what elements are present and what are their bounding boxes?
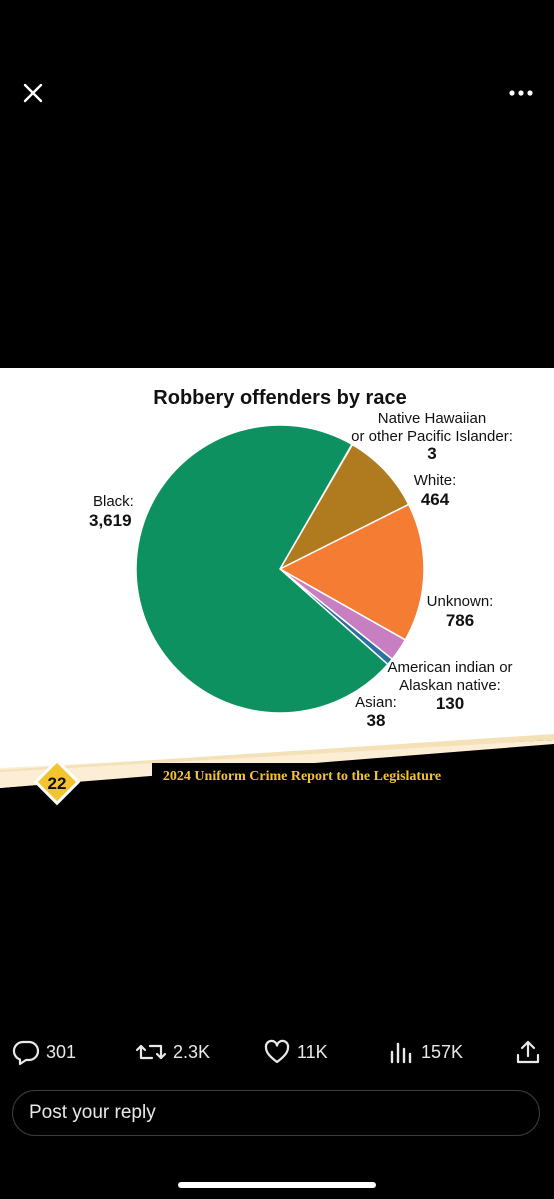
share-button[interactable] (514, 1030, 542, 1074)
label-asian-name: Asian: (355, 694, 397, 711)
label-american-indian-value: 130 (436, 694, 464, 713)
reply-count: 301 (46, 1041, 77, 1062)
heart-icon (264, 1039, 290, 1064)
close-icon (23, 83, 43, 103)
reply-input[interactable]: Post your reply (12, 1090, 540, 1136)
label-asian: Asian: 38 (355, 694, 397, 730)
label-white: White: 464 (414, 472, 457, 509)
label-white-value: 464 (421, 490, 450, 509)
pie-slices (135, 424, 425, 714)
label-native-hawaiian: Native Hawaiian or other Pacific Islande… (351, 410, 513, 463)
views-button[interactable]: 157K (389, 1030, 463, 1074)
label-american-indian-line1: American indian or (387, 659, 512, 676)
label-american-indian-line2: Alaskan native: (399, 677, 501, 694)
like-button[interactable]: 11K (263, 1030, 328, 1074)
pie-chart: Robbery offenders by race Black: 3,619 N… (0, 387, 554, 829)
label-native-hawaiian-value: 3 (427, 444, 436, 463)
label-white-name: White: (414, 472, 457, 489)
analytics-icon (390, 1042, 412, 1064)
pie-slice-2 (278, 503, 425, 641)
label-black-value: 3,619 (89, 511, 132, 530)
label-black-name: Black: (93, 493, 134, 510)
page-number-badge (33, 758, 81, 806)
like-count: 11K (297, 1041, 328, 1062)
label-american-indian: American indian or Alaskan native: 130 (387, 659, 512, 713)
post-image[interactable]: Robbery offenders by race Black: 3,619 N… (0, 368, 554, 829)
view-count: 157K (421, 1041, 464, 1062)
footer-caption: 2024 Uniform Crime Report to the Legisla… (163, 769, 441, 784)
label-black: Black: 3,619 (89, 493, 134, 530)
viewer-top-bar (0, 0, 554, 190)
share-icon (516, 1040, 540, 1064)
label-unknown-name: Unknown: (427, 593, 494, 610)
reply-placeholder: Post your reply (29, 1102, 156, 1123)
reply-button[interactable]: 301 (12, 1030, 76, 1074)
home-indicator (178, 1182, 376, 1188)
report-footer: 2024 Uniform Crime Report to the Legisla… (0, 734, 554, 829)
label-asian-value: 38 (367, 711, 386, 730)
label-unknown: Unknown: 786 (427, 593, 494, 630)
more-options-button[interactable] (504, 80, 538, 106)
chart-title: Robbery offenders by race (153, 387, 406, 409)
footer-caption-box (152, 763, 452, 787)
label-unknown-value: 786 (446, 611, 474, 630)
reply-icon (12, 1040, 40, 1066)
page-number: 22 (48, 774, 67, 793)
label-native-hawaiian-line1: Native Hawaiian (378, 410, 486, 427)
pie-slice-5 (135, 424, 389, 714)
repost-icon (135, 1044, 167, 1060)
more-icon (509, 90, 533, 96)
pie-slice-1 (278, 443, 410, 571)
repost-button[interactable]: 2.3K (135, 1030, 210, 1074)
engagement-bar: 301 2.3K 11K 157K (0, 1030, 554, 1074)
repost-count: 2.3K (173, 1041, 211, 1062)
close-button[interactable] (18, 78, 48, 108)
label-native-hawaiian-line2: or other Pacific Islander: (351, 428, 513, 445)
